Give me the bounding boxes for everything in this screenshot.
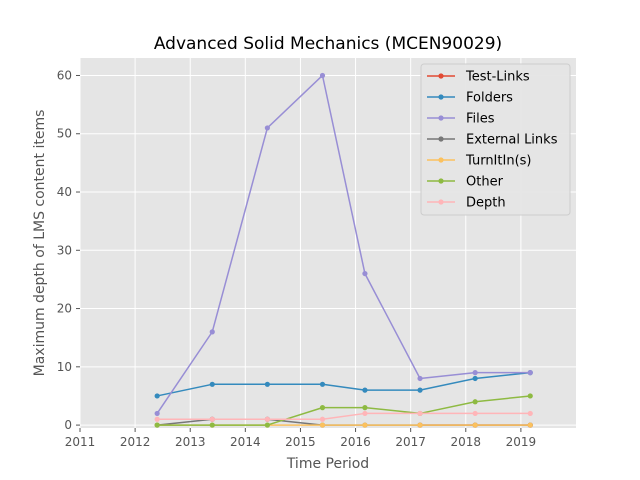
y-tick-label: 0 bbox=[64, 418, 72, 432]
x-tick-label: 2016 bbox=[340, 435, 371, 449]
y-tick-label: 10 bbox=[57, 360, 72, 374]
data-point-folders bbox=[319, 381, 326, 387]
data-point-files bbox=[472, 370, 478, 376]
data-point-files bbox=[362, 270, 368, 277]
legend-item-other: Other bbox=[427, 175, 504, 190]
legend-item-folders: Folders bbox=[427, 91, 513, 106]
legend-marker bbox=[438, 73, 444, 79]
legend-marker bbox=[438, 115, 444, 121]
data-point-depth bbox=[417, 410, 423, 417]
x-tick-label: 2011 bbox=[65, 435, 96, 449]
data-point-other bbox=[319, 405, 326, 411]
x-axis-label: Time Period bbox=[286, 456, 369, 472]
data-point-files bbox=[527, 370, 533, 376]
data-point-folders bbox=[472, 375, 478, 382]
data-point-folders bbox=[154, 393, 160, 399]
legend-item-turnitin-s: TurnItIn(s) bbox=[427, 154, 531, 169]
x-tick-label: 2017 bbox=[395, 435, 426, 449]
series-line-files bbox=[156, 74, 531, 414]
legend-label: TurnItIn(s) bbox=[465, 154, 531, 169]
data-point-turnitin-s bbox=[417, 422, 423, 428]
legend-label: Other bbox=[466, 175, 504, 190]
data-point-depth bbox=[209, 416, 215, 422]
chart-title: Advanced Solid Mechanics (MCEN90029) bbox=[154, 34, 502, 54]
data-point-files bbox=[154, 410, 160, 417]
legend-marker bbox=[438, 94, 444, 100]
data-point-files bbox=[264, 125, 270, 131]
x-tick-label: 2012 bbox=[120, 435, 151, 449]
x-tick-label: 2013 bbox=[175, 435, 206, 449]
data-point-files bbox=[417, 375, 423, 382]
data-point-other bbox=[154, 422, 160, 428]
data-point-depth bbox=[472, 410, 478, 417]
data-point-files bbox=[209, 329, 215, 335]
data-point-files bbox=[319, 72, 326, 79]
series-line-other bbox=[157, 395, 531, 426]
data-point-other bbox=[209, 422, 215, 428]
data-point-turnitin-s bbox=[472, 422, 478, 428]
series-line-depth bbox=[157, 412, 531, 421]
y-tick-label: 40 bbox=[57, 185, 72, 199]
series-layer bbox=[154, 72, 533, 428]
data-point-depth bbox=[527, 410, 533, 417]
legend-label: Folders bbox=[466, 91, 513, 106]
legend-item-external-links: External Links bbox=[427, 133, 558, 148]
series-line-folders bbox=[157, 371, 531, 397]
data-point-depth bbox=[264, 416, 270, 422]
data-point-other bbox=[527, 393, 533, 399]
data-point-folders bbox=[209, 381, 215, 387]
y-axis-ticks: 0 10 20 30 40 50 60 bbox=[57, 68, 80, 432]
y-tick-label: 20 bbox=[57, 302, 72, 316]
data-point-turnitin-s bbox=[527, 422, 533, 428]
y-tick-label: 50 bbox=[57, 127, 72, 141]
legend-marker bbox=[438, 178, 444, 184]
legend: Test-Links Folders Files External Links Turn… bbox=[420, 63, 571, 216]
data-point-folders bbox=[264, 381, 270, 387]
series-files bbox=[154, 72, 533, 417]
legend-label: Files bbox=[466, 112, 495, 127]
x-tick-label: 2018 bbox=[451, 435, 482, 449]
legend-label: Depth bbox=[466, 196, 506, 211]
legend-label: External Links bbox=[466, 133, 558, 148]
legend-item-test-links: Test-Links bbox=[427, 70, 530, 85]
data-point-other bbox=[264, 422, 270, 428]
x-tick-label: 2014 bbox=[230, 435, 261, 449]
data-point-turnitin-s bbox=[362, 422, 368, 428]
y-tick-label: 60 bbox=[57, 68, 72, 82]
x-tick-label: 2015 bbox=[285, 435, 316, 449]
data-point-depth bbox=[319, 416, 326, 422]
x-axis-ticks: 2011 2012 2013 2014 2015 2016 2017 2018 2019 bbox=[65, 428, 536, 449]
legend-frame bbox=[420, 63, 571, 216]
y-axis-label: Maximum depth of LMS content items bbox=[32, 110, 48, 377]
data-point-turnitin-s bbox=[319, 422, 326, 428]
x-tick-label: 2019 bbox=[506, 435, 537, 449]
data-point-depth bbox=[362, 410, 368, 417]
data-point-folders bbox=[417, 387, 423, 393]
legend-label: Test-Links bbox=[465, 70, 530, 85]
data-point-depth bbox=[154, 416, 160, 422]
legend-item-files: Files bbox=[427, 112, 495, 127]
data-point-folders bbox=[362, 387, 368, 393]
y-tick-label: 30 bbox=[57, 243, 72, 257]
legend-marker bbox=[438, 157, 444, 163]
legend-marker bbox=[438, 136, 444, 142]
data-point-other bbox=[472, 399, 478, 405]
legend-marker bbox=[438, 199, 444, 205]
legend-item-depth: Depth bbox=[427, 196, 506, 211]
data-point-other bbox=[362, 405, 368, 411]
series-depth bbox=[154, 410, 533, 422]
